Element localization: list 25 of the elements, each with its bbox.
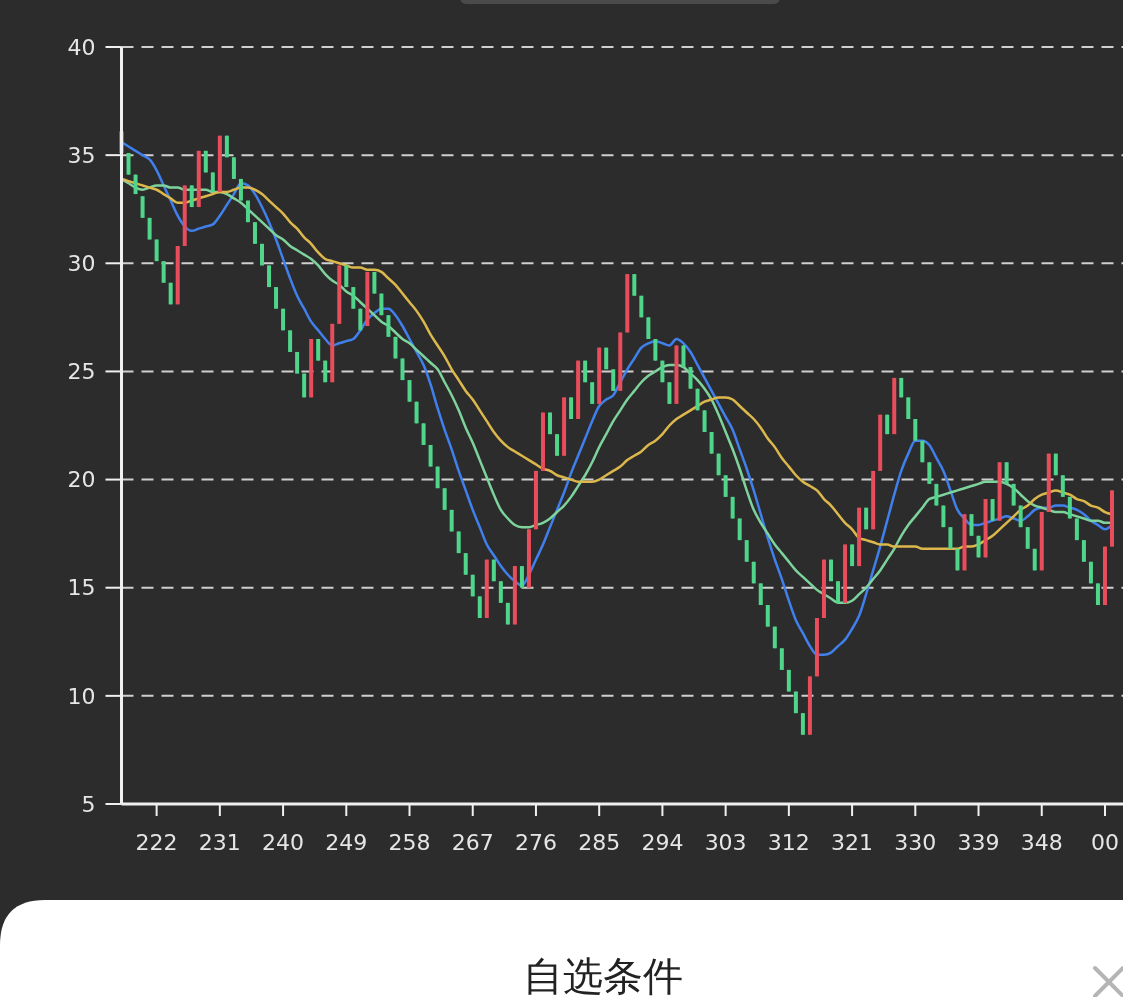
y-tick-label: 35 [67,142,96,168]
y-tick-label: 25 [67,359,96,385]
x-tick-label: 249 [325,830,368,855]
x-tick-label: 303 [704,830,747,855]
y-tick-label: 30 [67,250,96,276]
x-tick-label: 285 [578,830,621,855]
x-tick-label: 00 [1090,830,1119,855]
x-tick-label: 258 [388,830,431,855]
x-tick-label: 222 [135,830,178,855]
x-tick-label: 267 [451,830,494,855]
x-tick-label: 240 [262,830,305,855]
y-tick-label: 15 [67,575,96,601]
y-tick-label: 40 [67,34,96,60]
x-tick-label: 321 [831,830,874,855]
x-tick-label: 312 [767,830,810,855]
y-tick-label: 5 [81,791,96,817]
x-tick-label: 231 [198,830,241,855]
x-tick-label: 276 [514,830,557,855]
x-tick-label: 330 [894,830,937,855]
x-tick-label: 294 [641,830,684,855]
text: 自选条件 [523,953,683,997]
x-tick-label: 339 [957,830,1000,855]
y-tick-label: 10 [67,683,96,709]
y-tick-label: 20 [67,467,96,493]
x-tick-label: 348 [1020,830,1063,855]
